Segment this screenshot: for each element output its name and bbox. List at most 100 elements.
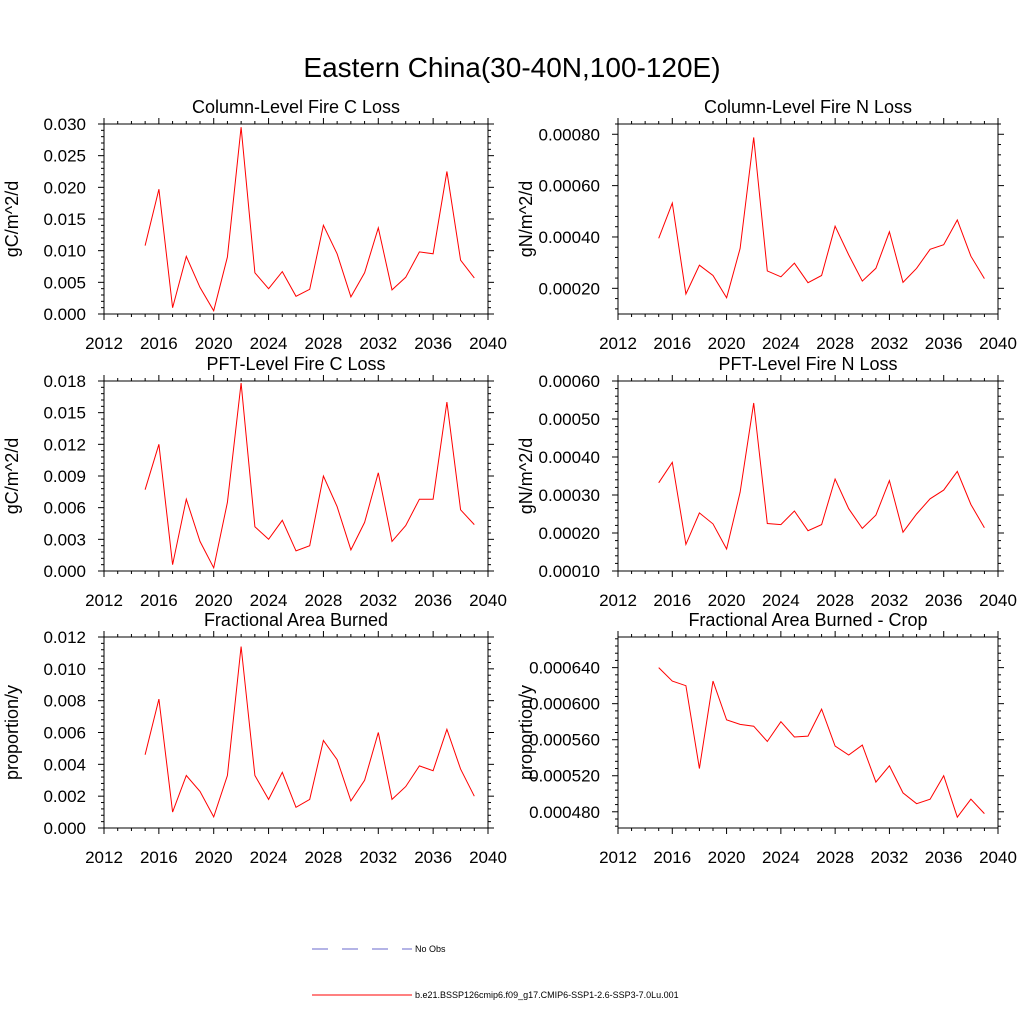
y-tick-label: 0.000560 xyxy=(529,731,600,750)
x-tick-label: 2016 xyxy=(653,334,691,353)
x-tick-label: 2040 xyxy=(469,334,507,353)
x-tick-label: 2032 xyxy=(359,848,397,867)
y-tick-label: 0.010 xyxy=(43,242,86,261)
y-tick-label: 0.00040 xyxy=(539,228,600,247)
y-tick-label: 0.003 xyxy=(43,530,86,549)
y-tick-label: 0.000640 xyxy=(529,659,600,678)
y-tick-label: 0.015 xyxy=(43,210,86,229)
x-tick-label: 2036 xyxy=(925,848,963,867)
panel-title: Fractional Area Burned - Crop xyxy=(688,610,927,630)
x-tick-label: 2024 xyxy=(762,334,800,353)
chart-panel-5: Fractional Area Burned proportion/y 2012 20… xyxy=(2,610,507,867)
x-tick-label: 2032 xyxy=(359,334,397,353)
y-tick-label: 0.00020 xyxy=(539,524,600,543)
y-tick-label: 0.00010 xyxy=(539,562,600,581)
chart-panel-4: PFT-Level Fire N Loss gN/m^2/d 2012 2016 202… xyxy=(516,354,1017,610)
panel-title: PFT-Level Fire N Loss xyxy=(718,354,897,374)
panel-title: Column-Level Fire C Loss xyxy=(192,97,400,117)
x-tick-label: 2020 xyxy=(708,334,746,353)
x-tick-label: 2036 xyxy=(925,334,963,353)
x-tick-label: 2032 xyxy=(871,848,909,867)
x-tick-label: 2024 xyxy=(250,848,288,867)
x-tick-label: 2016 xyxy=(140,334,178,353)
x-tick-label: 2020 xyxy=(708,591,746,610)
series-line-1 xyxy=(144,646,475,819)
y-tick-label: 0.00050 xyxy=(539,410,600,429)
series-line-1 xyxy=(658,137,985,300)
y-tick-label: 0.006 xyxy=(43,499,86,518)
chart-panel-6: Fractional Area Burned - Crop proportion/… xyxy=(516,610,1017,867)
y-tick-label: 0.025 xyxy=(43,147,86,166)
y-tick-label: 0.00030 xyxy=(539,486,600,505)
chart-panel-2: Column-Level Fire N Loss gN/m^2/d 2012 2016… xyxy=(516,97,1017,353)
panel-title: PFT-Level Fire C Loss xyxy=(206,354,385,374)
series-line-1 xyxy=(144,383,475,570)
x-tick-label: 2012 xyxy=(85,334,123,353)
y-tick-label: 0.000600 xyxy=(529,695,600,714)
legend-label-no-obs: No Obs xyxy=(415,944,446,954)
x-tick-label: 2028 xyxy=(816,334,854,353)
x-tick-label: 2032 xyxy=(871,334,909,353)
y-tick-label: 0.000520 xyxy=(529,767,600,786)
panels: Column-Level Fire C Loss gC/m^2/d 2012 2016… xyxy=(2,97,1017,867)
x-tick-label: 2032 xyxy=(871,591,909,610)
y-tick-label: 0.00080 xyxy=(539,125,600,144)
x-tick-label: 2040 xyxy=(469,591,507,610)
panel-title: Fractional Area Burned xyxy=(204,610,388,630)
y-tick-label: 0.00060 xyxy=(539,372,600,391)
plot-frame xyxy=(103,123,489,315)
y-tick-label: 0.00060 xyxy=(539,177,600,196)
x-tick-label: 2040 xyxy=(979,848,1017,867)
x-tick-label: 2028 xyxy=(305,591,343,610)
x-tick-label: 2020 xyxy=(195,591,233,610)
x-tick-label: 2024 xyxy=(250,334,288,353)
x-tick-label: 2032 xyxy=(359,591,397,610)
x-tick-label: 2020 xyxy=(195,334,233,353)
y-tick-label: 0.010 xyxy=(43,660,86,679)
x-tick-label: 2036 xyxy=(925,591,963,610)
x-tick-label: 2028 xyxy=(816,848,854,867)
plot-frame xyxy=(617,636,999,829)
y-tick-label: 0.020 xyxy=(43,178,86,197)
x-tick-label: 2036 xyxy=(414,848,452,867)
y-tick-label: 0.000 xyxy=(43,819,86,838)
x-tick-label: 2024 xyxy=(762,848,800,867)
y-axis-label: gN/m^2/d xyxy=(516,438,536,514)
x-tick-label: 2012 xyxy=(85,591,123,610)
y-tick-label: 0.002 xyxy=(43,787,86,806)
plot-frame xyxy=(103,380,489,572)
y-tick-label: 0.030 xyxy=(43,115,86,134)
y-tick-label: 0.006 xyxy=(43,724,86,743)
y-tick-label: 0.009 xyxy=(43,467,86,486)
y-tick-label: 0.004 xyxy=(43,755,86,774)
y-tick-label: 0.00040 xyxy=(539,448,600,467)
x-tick-label: 2036 xyxy=(414,591,452,610)
panel-title: Column-Level Fire N Loss xyxy=(704,97,912,117)
legend: No Obs b.e21.BSSP126cmip6.f09_g17.CMIP6-… xyxy=(312,944,679,1000)
x-tick-label: 2016 xyxy=(653,591,691,610)
x-tick-label: 2036 xyxy=(414,334,452,353)
x-tick-label: 2012 xyxy=(85,848,123,867)
y-tick-label: 0.000 xyxy=(43,305,86,324)
x-tick-label: 2028 xyxy=(305,848,343,867)
y-tick-label: 0.00020 xyxy=(539,279,600,298)
x-tick-label: 2024 xyxy=(250,591,288,610)
x-tick-label: 2040 xyxy=(469,848,507,867)
y-axis-label: proportion/y xyxy=(516,685,536,780)
y-tick-label: 0.018 xyxy=(43,372,86,391)
plot-frame xyxy=(103,636,489,829)
series-line-1 xyxy=(658,402,985,551)
series-line-1 xyxy=(144,127,475,313)
y-tick-label: 0.015 xyxy=(43,404,86,423)
y-tick-label: 0.005 xyxy=(43,273,86,292)
x-tick-label: 2040 xyxy=(979,591,1017,610)
chart-panel-1: Column-Level Fire C Loss gC/m^2/d 2012 2016… xyxy=(2,97,507,353)
x-tick-label: 2040 xyxy=(979,334,1017,353)
y-axis-label: gN/m^2/d xyxy=(516,181,536,257)
y-axis-label: gC/m^2/d xyxy=(2,438,22,514)
series-line-1 xyxy=(658,667,985,819)
y-tick-label: 0.000 xyxy=(43,562,86,581)
y-axis-label: proportion/y xyxy=(2,685,22,780)
x-tick-label: 2024 xyxy=(762,591,800,610)
